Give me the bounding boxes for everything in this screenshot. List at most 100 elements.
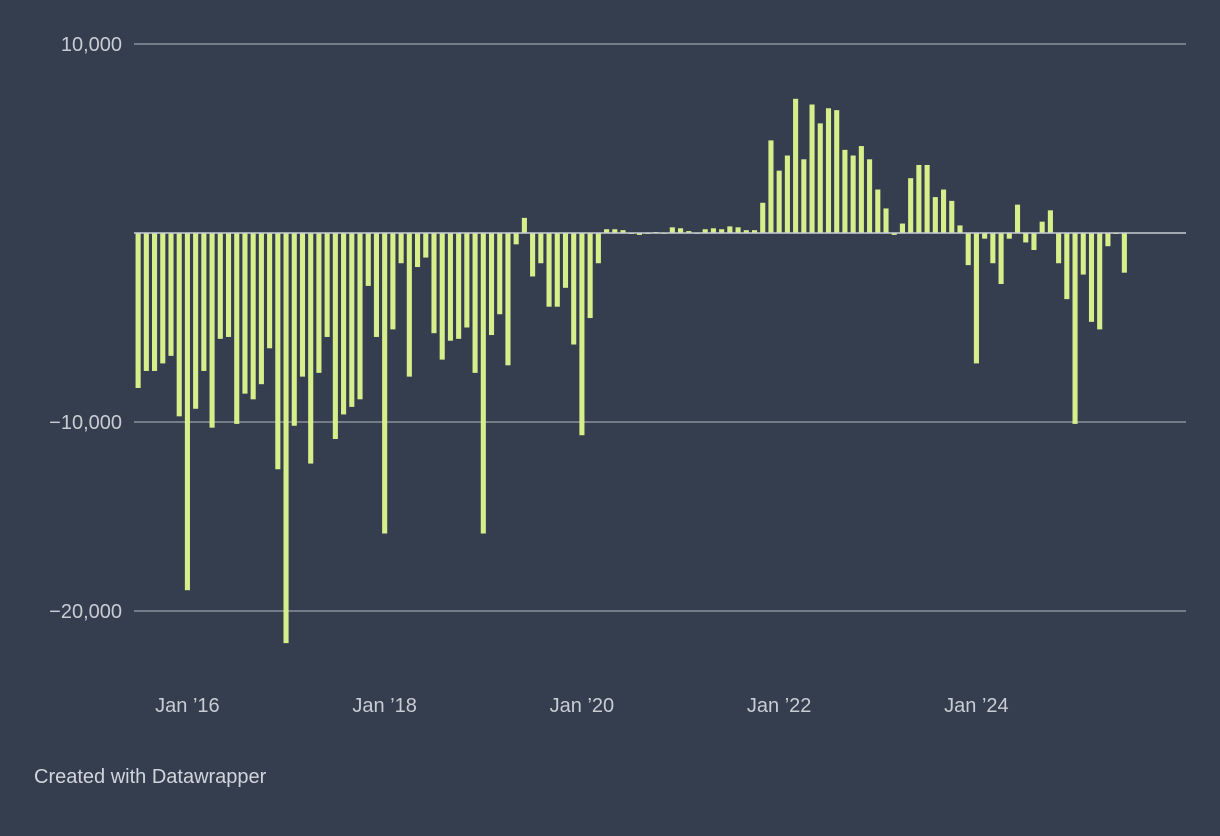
bar-44 (497, 233, 503, 315)
bar-5 (176, 233, 182, 417)
bar-50 (546, 233, 552, 307)
bar-29 (373, 233, 380, 337)
bar-36 (431, 233, 437, 334)
bar-95 (916, 164, 922, 233)
bar-38 (447, 233, 453, 341)
bar-79 (784, 155, 790, 233)
bar-93 (899, 223, 906, 233)
bar-55 (587, 233, 593, 319)
bar-116 (1088, 233, 1095, 322)
bar-82 (809, 104, 815, 233)
bar-20 (299, 233, 306, 377)
bar-22 (316, 233, 322, 373)
bar-80 (793, 98, 799, 233)
bar-59 (620, 230, 626, 233)
bar-67 (686, 231, 692, 233)
bar-75 (751, 230, 758, 233)
bar-12 (234, 233, 240, 424)
bar-87 (850, 155, 856, 233)
bar-11 (225, 233, 232, 337)
bar-90 (875, 189, 881, 233)
bar-96 (924, 164, 930, 233)
bar-109 (1031, 233, 1037, 251)
bar-112 (1056, 233, 1062, 264)
bar-14 (250, 233, 256, 400)
bars (135, 98, 1127, 644)
bar-117 (1097, 233, 1103, 330)
bar-40 (464, 233, 470, 328)
bar-46 (513, 233, 519, 245)
bar-24 (332, 233, 338, 440)
bar-115 (1080, 233, 1086, 275)
y-tick-label-2: −20,000 (49, 601, 122, 623)
bar-69 (702, 229, 708, 233)
bar-61 (636, 233, 643, 235)
bar-33 (406, 233, 412, 377)
bar-118 (1105, 233, 1111, 247)
bar-51 (554, 233, 560, 307)
bar-48 (530, 233, 536, 277)
bar-54 (579, 233, 585, 436)
bar-81 (801, 159, 807, 233)
bar-18 (283, 233, 289, 644)
bar-111 (1047, 210, 1053, 233)
bar-70 (710, 228, 716, 233)
bar-56 (595, 233, 601, 264)
bar-10 (217, 233, 223, 339)
bar-43 (488, 233, 495, 336)
bar-101 (965, 233, 971, 266)
bar-100 (957, 225, 963, 233)
bar-113 (1064, 233, 1070, 300)
bar-65 (669, 227, 675, 233)
bar-37 (439, 233, 445, 360)
bar-34 (415, 233, 421, 268)
bar-110 (1039, 221, 1045, 233)
y-tick-label-1: −10,000 (49, 412, 122, 434)
bar-30 (382, 233, 388, 534)
x-axis-tick-labels: Jan ’16 Jan ’18 Jan ’20 Jan ’22 Jan ’24 (155, 695, 1009, 717)
bar-78 (776, 170, 782, 233)
bar-23 (324, 233, 330, 337)
bar-35 (423, 233, 429, 258)
bar-86 (842, 149, 848, 233)
x-tick-label-0: Jan ’16 (155, 695, 220, 717)
bar-73 (735, 227, 741, 233)
bar-72 (727, 226, 733, 233)
bar-25 (341, 233, 347, 415)
bar-3 (160, 233, 166, 364)
bar-71 (719, 229, 725, 233)
bar-27 (357, 233, 363, 400)
bar-52 (562, 233, 569, 288)
bar-32 (398, 233, 404, 264)
bar-83 (817, 123, 823, 233)
bar-66 (678, 228, 684, 233)
y-tick-label-0: 10,000 (61, 34, 122, 56)
bar-13 (242, 233, 248, 394)
x-tick-label-1: Jan ’18 (352, 695, 417, 717)
bar-105 (998, 233, 1004, 285)
bar-42 (480, 233, 486, 534)
bar-41 (472, 233, 478, 373)
bar-9 (209, 233, 215, 428)
bar-26 (349, 233, 355, 407)
bar-103 (982, 233, 988, 239)
bar-45 (505, 233, 511, 366)
bar-1 (143, 233, 149, 371)
bar-6 (184, 233, 190, 591)
bar-92 (891, 233, 897, 235)
bar-7 (193, 233, 199, 409)
x-tick-label-4: Jan ’24 (944, 695, 1009, 717)
bar-120 (1121, 233, 1127, 273)
bar-19 (291, 233, 297, 426)
bar-84 (825, 108, 832, 233)
bar-15 (258, 233, 264, 385)
bar-47 (521, 217, 527, 233)
bar-99 (949, 200, 955, 233)
bar-58 (612, 229, 618, 233)
x-tick-label-2: Jan ’20 (550, 695, 615, 717)
bar-104 (990, 233, 996, 264)
bar-85 (834, 110, 840, 233)
x-tick-label-3: Jan ’22 (747, 695, 812, 717)
bar-94 (908, 178, 914, 233)
bar-107 (1014, 204, 1021, 233)
